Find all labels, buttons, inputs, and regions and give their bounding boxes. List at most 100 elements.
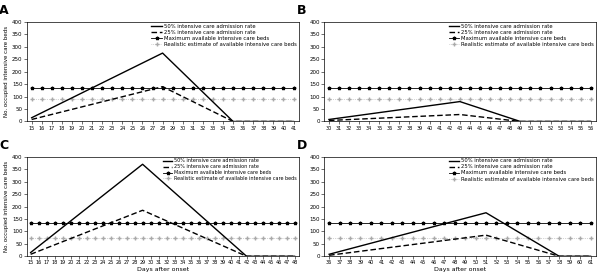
- Realistic estimate of available intensive care beds: [416, 97, 423, 101]
- 50% intensive care admission rate: [537, 120, 544, 123]
- Maximum available intensive care beds: [493, 221, 500, 224]
- Realistic estimate of available intensive care beds: [235, 236, 242, 239]
- 25% intensive care admission rate: [123, 215, 130, 218]
- 25% intensive care admission rate: [139, 209, 146, 212]
- Realistic estimate of available intensive care beds: [98, 97, 106, 101]
- Maximum available intensive care beds: [155, 221, 162, 224]
- Realistic estimate of available intensive care beds: [27, 236, 34, 239]
- Realistic estimate of available intensive care beds: [547, 97, 554, 101]
- Realistic estimate of available intensive care beds: [99, 236, 106, 239]
- Realistic estimate of available intensive care beds: [149, 97, 156, 101]
- 25% intensive care admission rate: [187, 230, 194, 233]
- 50% intensive care admission rate: [169, 61, 176, 65]
- Line: 50% intensive care admission rate: 50% intensive care admission rate: [31, 164, 295, 256]
- Realistic estimate of available intensive care beds: [506, 97, 514, 101]
- 25% intensive care admission rate: [396, 116, 403, 119]
- Realistic estimate of available intensive care beds: [577, 236, 584, 239]
- Maximum available intensive care beds: [466, 86, 473, 89]
- Realistic estimate of available intensive care beds: [209, 97, 217, 101]
- Realistic estimate of available intensive care beds: [159, 97, 166, 101]
- Maximum available intensive care beds: [67, 221, 74, 224]
- Maximum available intensive care beds: [179, 221, 186, 224]
- 50% intensive care admission rate: [209, 100, 217, 104]
- 50% intensive care admission rate: [115, 182, 122, 185]
- Maximum available intensive care beds: [472, 221, 479, 224]
- 25% intensive care admission rate: [75, 234, 82, 237]
- 25% intensive care admission rate: [109, 98, 116, 101]
- Maximum available intensive care beds: [587, 221, 594, 224]
- Maximum available intensive care beds: [545, 221, 553, 224]
- Maximum available intensive care beds: [426, 86, 433, 89]
- Maximum available intensive care beds: [239, 86, 247, 89]
- 25% intensive care admission rate: [290, 120, 297, 123]
- 25% intensive care admission rate: [115, 218, 122, 221]
- Line: 25% intensive care admission rate: 25% intensive care admission rate: [329, 235, 590, 256]
- 25% intensive care admission rate: [409, 243, 416, 246]
- Maximum available intensive care beds: [75, 221, 82, 224]
- 25% intensive care admission rate: [388, 246, 395, 249]
- Realistic estimate of available intensive care beds: [187, 236, 194, 239]
- 50% intensive care admission rate: [461, 217, 469, 220]
- Maximum available intensive care beds: [396, 86, 403, 89]
- Realistic estimate of available intensive care beds: [169, 97, 176, 101]
- 25% intensive care admission rate: [229, 120, 236, 123]
- 50% intensive care admission rate: [335, 116, 343, 120]
- Maximum available intensive care beds: [163, 221, 170, 224]
- Maximum available intensive care beds: [189, 86, 196, 89]
- 25% intensive care admission rate: [537, 120, 544, 123]
- Realistic estimate of available intensive care beds: [476, 97, 484, 101]
- Maximum available intensive care beds: [482, 221, 490, 224]
- 50% intensive care admission rate: [426, 104, 433, 107]
- Realistic estimate of available intensive care beds: [577, 97, 584, 101]
- Realistic estimate of available intensive care beds: [557, 97, 564, 101]
- Realistic estimate of available intensive care beds: [503, 236, 511, 239]
- Realistic estimate of available intensive care beds: [283, 236, 290, 239]
- Maximum available intensive care beds: [88, 86, 95, 89]
- 50% intensive care admission rate: [283, 255, 290, 258]
- Realistic estimate of available intensive care beds: [28, 97, 35, 101]
- 25% intensive care admission rate: [440, 239, 448, 242]
- Maximum available intensive care beds: [446, 86, 454, 89]
- Realistic estimate of available intensive care beds: [537, 97, 544, 101]
- Maximum available intensive care beds: [326, 221, 333, 224]
- Realistic estimate of available intensive care beds: [163, 236, 170, 239]
- Line: Realistic estimate of available intensive care beds: Realistic estimate of available intensiv…: [30, 97, 295, 101]
- 50% intensive care admission rate: [179, 71, 187, 74]
- Realistic estimate of available intensive care beds: [275, 236, 282, 239]
- 50% intensive care admission rate: [419, 228, 427, 231]
- 25% intensive care admission rate: [147, 212, 154, 216]
- Maximum available intensive care beds: [227, 221, 234, 224]
- 25% intensive care admission rate: [99, 224, 106, 228]
- Maximum available intensive care beds: [325, 86, 332, 89]
- Realistic estimate of available intensive care beds: [211, 236, 218, 239]
- Realistic estimate of available intensive care beds: [51, 236, 58, 239]
- Realistic estimate of available intensive care beds: [527, 97, 534, 101]
- 25% intensive care admission rate: [88, 103, 95, 106]
- Realistic estimate of available intensive care beds: [436, 97, 443, 101]
- Maximum available intensive care beds: [129, 86, 136, 89]
- 25% intensive care admission rate: [219, 244, 226, 247]
- Legend: 50% intensive care admission rate, 25% intensive care admission rate, Maximum av: 50% intensive care admission rate, 25% i…: [162, 158, 298, 182]
- Maximum available intensive care beds: [365, 86, 373, 89]
- Realistic estimate of available intensive care beds: [461, 236, 469, 239]
- 50% intensive care admission rate: [440, 222, 448, 225]
- 25% intensive care admission rate: [38, 115, 46, 119]
- Maximum available intensive care beds: [187, 221, 194, 224]
- 50% intensive care admission rate: [514, 230, 521, 233]
- Y-axis label: No. occupied intensive care beds: No. occupied intensive care beds: [4, 26, 9, 117]
- 50% intensive care admission rate: [195, 212, 202, 216]
- Maximum available intensive care beds: [577, 221, 584, 224]
- 25% intensive care admission rate: [79, 105, 86, 108]
- Realistic estimate of available intensive care beds: [587, 97, 595, 101]
- 50% intensive care admission rate: [43, 238, 50, 242]
- Realistic estimate of available intensive care beds: [406, 97, 413, 101]
- 50% intensive care admission rate: [155, 177, 162, 180]
- Line: Maximum available intensive care beds: Maximum available intensive care beds: [328, 221, 592, 224]
- 50% intensive care admission rate: [159, 51, 166, 55]
- 25% intensive care admission rate: [446, 113, 454, 117]
- 25% intensive care admission rate: [48, 113, 55, 116]
- 50% intensive care admission rate: [406, 107, 413, 110]
- 50% intensive care admission rate: [139, 163, 146, 166]
- Realistic estimate of available intensive care beds: [346, 97, 353, 101]
- 50% intensive care admission rate: [28, 116, 35, 120]
